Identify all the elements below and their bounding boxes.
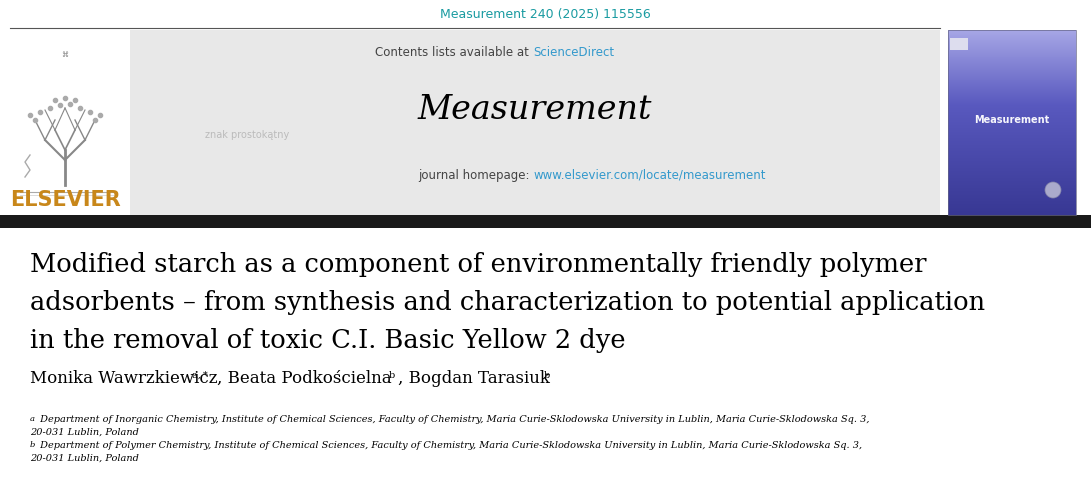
Text: , Beata Podkościelna: , Beata Podkościelna — [217, 370, 392, 387]
Text: Contents lists available at: Contents lists available at — [375, 45, 533, 58]
Text: 20-031 Lublin, Poland: 20-031 Lublin, Poland — [29, 454, 139, 463]
Bar — [950, 38, 968, 50]
Text: ⌘: ⌘ — [61, 52, 69, 58]
Text: Measurement: Measurement — [974, 115, 1050, 125]
Text: znak prostokątny: znak prostokątny — [205, 130, 289, 140]
Text: 20-031 Lublin, Poland: 20-031 Lublin, Poland — [29, 428, 139, 437]
Text: Modified starch as a component of environmentally friendly polymer: Modified starch as a component of enviro… — [29, 252, 926, 277]
Text: b: b — [543, 371, 550, 380]
Circle shape — [1045, 182, 1062, 198]
Text: ScienceDirect: ScienceDirect — [533, 45, 614, 58]
Text: Department of Inorganic Chemistry, Institute of Chemical Sciences, Faculty of Ch: Department of Inorganic Chemistry, Insti… — [37, 415, 870, 424]
Text: journal homepage:: journal homepage: — [418, 169, 533, 182]
Text: Monika Wawrzkiewicz: Monika Wawrzkiewicz — [29, 370, 217, 387]
Bar — [130, 30, 940, 215]
Text: ELSEVIER: ELSEVIER — [10, 190, 120, 210]
Text: in the removal of toxic C.I. Basic Yellow 2 dye: in the removal of toxic C.I. Basic Yello… — [29, 328, 625, 353]
Text: , Bogdan Tarasiuk: , Bogdan Tarasiuk — [398, 370, 550, 387]
Text: b: b — [29, 441, 35, 449]
Text: www.elsevier.com/locate/measurement: www.elsevier.com/locate/measurement — [533, 169, 766, 182]
Text: adsorbents – from synthesis and characterization to potential application: adsorbents – from synthesis and characte… — [29, 290, 985, 315]
Bar — [948, 30, 1076, 215]
Text: Department of Polymer Chemistry, Institute of Chemical Sciences, Faculty of Chem: Department of Polymer Chemistry, Institu… — [37, 441, 862, 450]
Text: Measurement: Measurement — [418, 94, 652, 126]
Text: Measurement 240 (2025) 115556: Measurement 240 (2025) 115556 — [440, 7, 650, 20]
Bar — [0, 215, 1091, 228]
Text: a, *: a, * — [192, 371, 208, 380]
Text: b: b — [388, 371, 395, 380]
Bar — [5, 40, 125, 210]
Text: a: a — [29, 415, 35, 423]
